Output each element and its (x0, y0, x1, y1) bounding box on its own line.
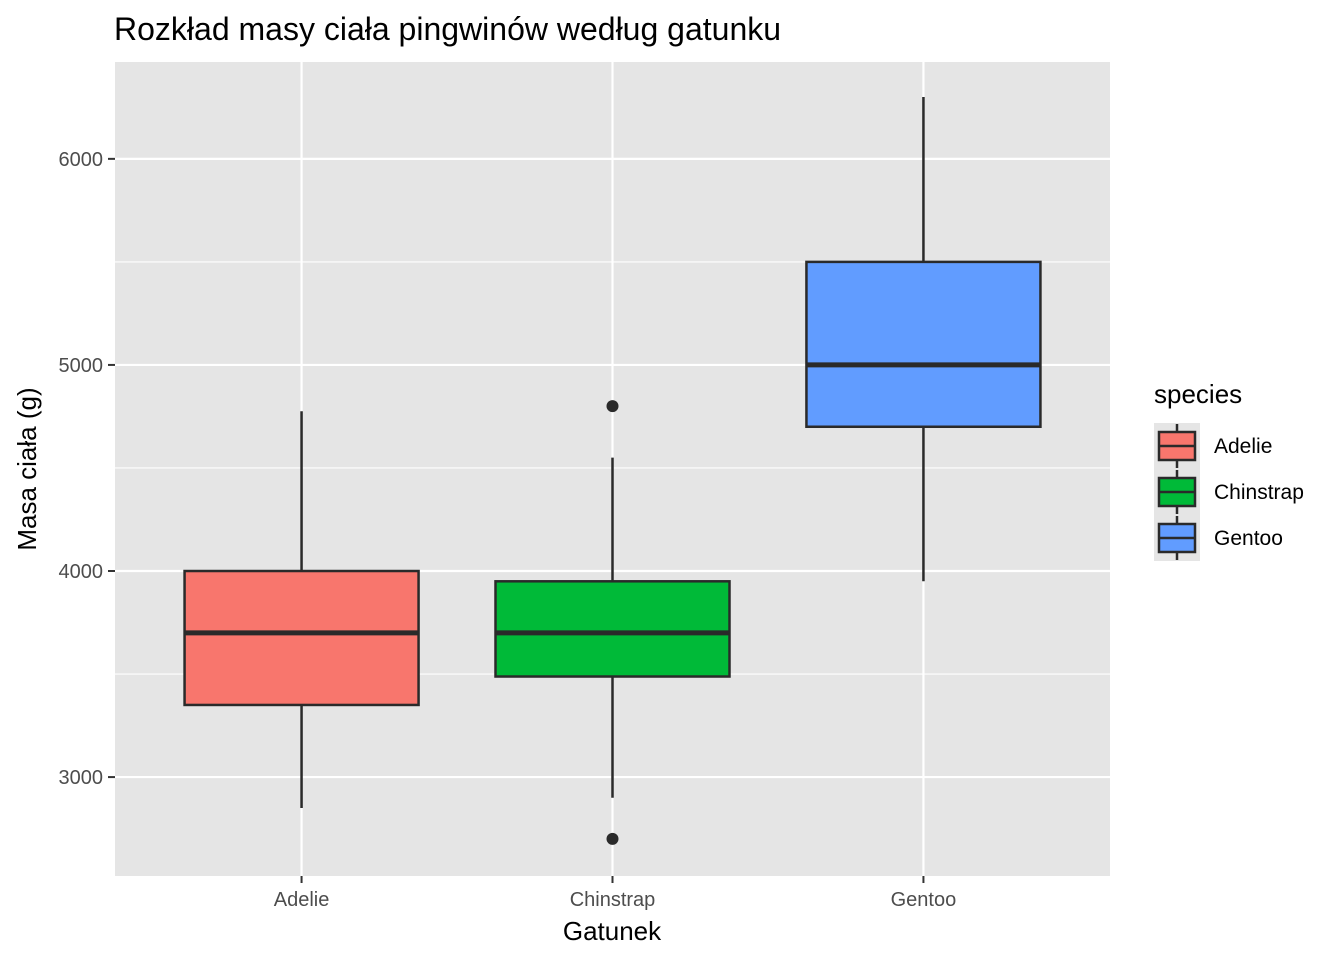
box-adelie (183, 411, 420, 808)
legend-label: Gentoo (1214, 527, 1283, 550)
box-gentoo (805, 97, 1042, 582)
legend-label: Adelie (1214, 435, 1272, 458)
legend-label: Chinstrap (1214, 481, 1304, 504)
box-chinstrap (494, 400, 731, 845)
y-tick-label: 3000 (59, 767, 104, 789)
legend-item-adelie: Adelie (1154, 423, 1272, 469)
legend: species Adelie Chinstrap Gentoo (1154, 379, 1304, 561)
legend-title: species (1154, 379, 1242, 409)
y-axis-title: Masa ciała (g) (12, 387, 42, 550)
x-axis-title: Gatunek (563, 916, 662, 946)
outlier-point (606, 400, 619, 413)
box-layer (183, 97, 1042, 845)
iqr-box (494, 580, 731, 678)
legend-item-gentoo: Gentoo (1154, 515, 1283, 561)
outlier-point (606, 832, 619, 845)
iqr-box (183, 569, 420, 707)
chart-title: Rozkład masy ciała pingwinów według gatu… (114, 11, 781, 47)
y-tick-label: 6000 (59, 149, 104, 171)
x-tick-label: Gentoo (891, 889, 957, 911)
iqr-box (805, 260, 1042, 429)
x-tick-label: Chinstrap (570, 889, 656, 911)
y-tick-label: 4000 (59, 561, 104, 583)
legend-item-chinstrap: Chinstrap (1154, 469, 1304, 515)
x-tick-label: Adelie (274, 889, 330, 911)
y-tick-label: 5000 (59, 355, 104, 377)
axes: 3000 4000 5000 6000 Adelie Chinstrap Gentoo (59, 149, 957, 911)
